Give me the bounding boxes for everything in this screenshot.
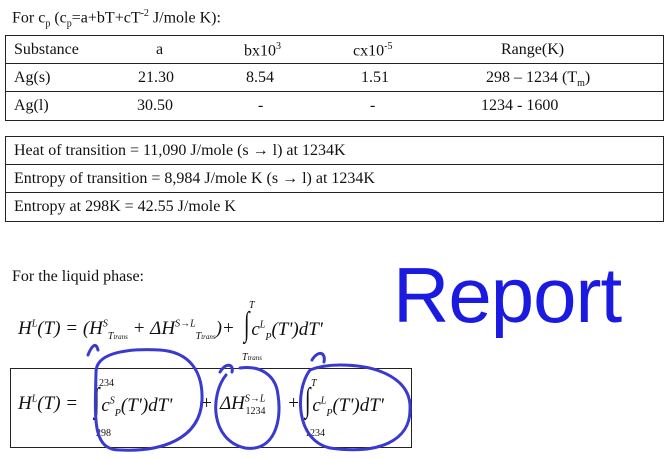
- heat-of-transition: Heat of transition = 11,090 J/mole (s → …: [14, 142, 346, 159]
- cell-a: 30.50: [137, 97, 173, 114]
- integral-liquid: T ∫cLP(T')dT' 1234: [304, 378, 384, 439]
- integral-solid: 1234 ∫cSP(T')dT' 298: [93, 378, 173, 439]
- property-row: Heat of transition = 11,090 J/mole (s → …: [6, 137, 663, 165]
- header-a: a: [156, 41, 164, 58]
- circle-1: [93, 348, 204, 452]
- circle-2: [214, 365, 281, 450]
- table-row: Ag(s) 21.30 8.54 1.51 298 – 1234 (Tm): [6, 64, 663, 92]
- equation-1: HL(T) = (HSTtrans + ΔHS→LTtrans)+: [18, 318, 235, 342]
- header-substance: Substance: [14, 41, 79, 58]
- header-b: bx103: [244, 41, 281, 60]
- cell-c: 1.51: [361, 69, 389, 86]
- cell-b: -: [258, 97, 264, 114]
- circle-3: [299, 363, 412, 452]
- entropy-of-transition: Entropy of transition = 8,984 J/mole K (…: [14, 170, 375, 187]
- properties-box: Heat of transition = 11,090 J/mole (s → …: [5, 136, 664, 222]
- property-row: Entropy of transition = 8,984 J/mole K (…: [6, 165, 663, 193]
- cell-substance: Ag(l): [14, 97, 49, 114]
- entropy-298: Entropy at 298K = 42.55 J/mole K: [14, 198, 236, 215]
- cell-substance: Ag(s): [14, 69, 51, 86]
- cell-b: 8.54: [246, 69, 274, 86]
- cell-range: 1234 - 1600: [481, 97, 559, 114]
- table-header-row: Substance a bx103 cx10-5 Range(K): [6, 36, 663, 64]
- report-watermark: Report: [393, 251, 622, 339]
- cp-table: Substance a bx103 cx10-5 Range(K) Ag(s) …: [5, 35, 664, 121]
- table-row: Ag(l) 30.50 - - 1234 - 1600: [6, 92, 663, 119]
- delta-h-term: ΔHS→L1234: [220, 393, 266, 417]
- header-c: cx10-5: [353, 41, 393, 60]
- cp-heading: For cp (cp=a+bT+cT-2 J/mole K):: [12, 8, 221, 30]
- liquid-phase-label: For the liquid phase:: [12, 268, 144, 285]
- plus: +: [287, 393, 300, 414]
- mark-3: [310, 352, 326, 364]
- property-row: Entropy at 298K = 42.55 J/mole K: [6, 193, 663, 220]
- mark-2: [218, 363, 234, 374]
- equation-2: HL(T) =: [18, 393, 79, 414]
- header-range: Range(K): [501, 41, 565, 58]
- integral-1: T ∫cLP(T')dT' Ttrans: [242, 300, 323, 363]
- cell-c: -: [370, 97, 376, 114]
- cell-a: 21.30: [138, 69, 174, 86]
- mark-1: [86, 343, 100, 357]
- cell-range: 298 – 1234 (Tm): [486, 69, 591, 90]
